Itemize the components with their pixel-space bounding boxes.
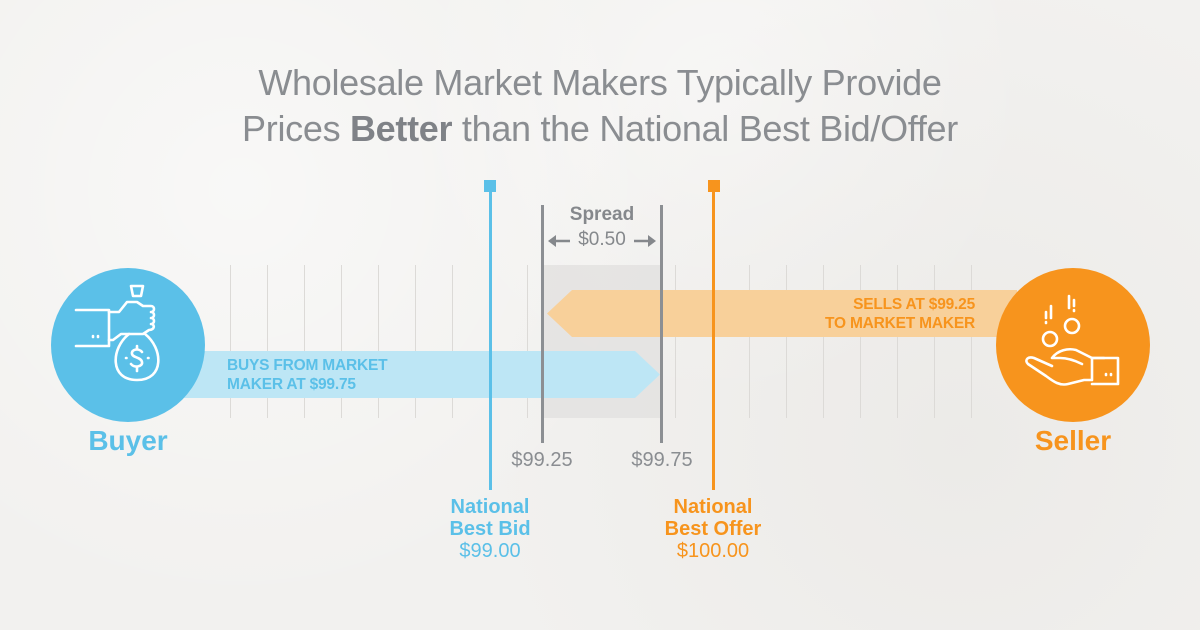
hand-receiving-coins-icon — [1025, 294, 1120, 386]
grid-line — [971, 265, 972, 418]
spread-value-row: $0.50 — [545, 229, 659, 253]
buyer-label: Buyer — [88, 425, 168, 456]
arrow-left-icon — [548, 235, 570, 247]
grid-line — [415, 265, 416, 418]
grid-line — [267, 265, 268, 418]
buyer-arrow — [180, 351, 660, 398]
seller-label: Seller — [1034, 425, 1112, 456]
hand-holding-money-bag-icon — [74, 284, 160, 382]
best-bid-line — [489, 190, 492, 490]
seller-circle — [996, 268, 1150, 422]
seller-arrow-label: SELLS AT $99.25 TO MARKET MAKER — [825, 296, 975, 332]
grid-line — [341, 265, 342, 418]
diagram-title: Wholesale Market Makers Typically Provid… — [0, 60, 1200, 152]
seller-arrow — [547, 290, 1017, 337]
best-bid-marker-square — [484, 180, 496, 192]
grid-line — [823, 265, 824, 418]
national-best-bid-label: National Best Bid $99.00 — [420, 496, 560, 562]
spread-low-line — [541, 205, 544, 443]
best-offer-line — [712, 190, 715, 490]
grid-line — [527, 265, 528, 418]
title-line-1: Wholesale Market Makers Typically Provid… — [258, 62, 942, 103]
title-line-2: Prices Better than the National Best Bid… — [242, 108, 958, 149]
spread-high-price: $99.75 — [631, 449, 693, 471]
grid-line — [749, 265, 750, 418]
spread-low-price: $99.25 — [511, 449, 573, 471]
grid-line — [378, 265, 379, 418]
buyer-arrow-label: BUYS FROM MARKET MAKER AT $99.75 — [227, 357, 388, 393]
spread-high-line — [660, 205, 663, 443]
grid-line — [304, 265, 305, 418]
spread-title: Spread — [569, 204, 635, 225]
national-best-bid-price: $99.00 — [459, 540, 521, 562]
grid-line — [452, 265, 453, 418]
grid-line — [230, 265, 231, 418]
national-best-offer-price: $100.00 — [676, 540, 750, 562]
title-emphasis: Better — [349, 108, 453, 149]
grid-line — [934, 265, 935, 418]
grid-line — [786, 265, 787, 418]
buyer-circle — [51, 268, 205, 422]
grid-line — [897, 265, 898, 418]
grid-line — [675, 265, 676, 418]
grid-line — [860, 265, 861, 418]
best-offer-marker-square — [708, 180, 720, 192]
arrow-right-icon — [634, 235, 656, 247]
national-best-offer-label: National Best Offer $100.00 — [643, 496, 783, 562]
spread-value: $0.50 — [578, 229, 626, 250]
